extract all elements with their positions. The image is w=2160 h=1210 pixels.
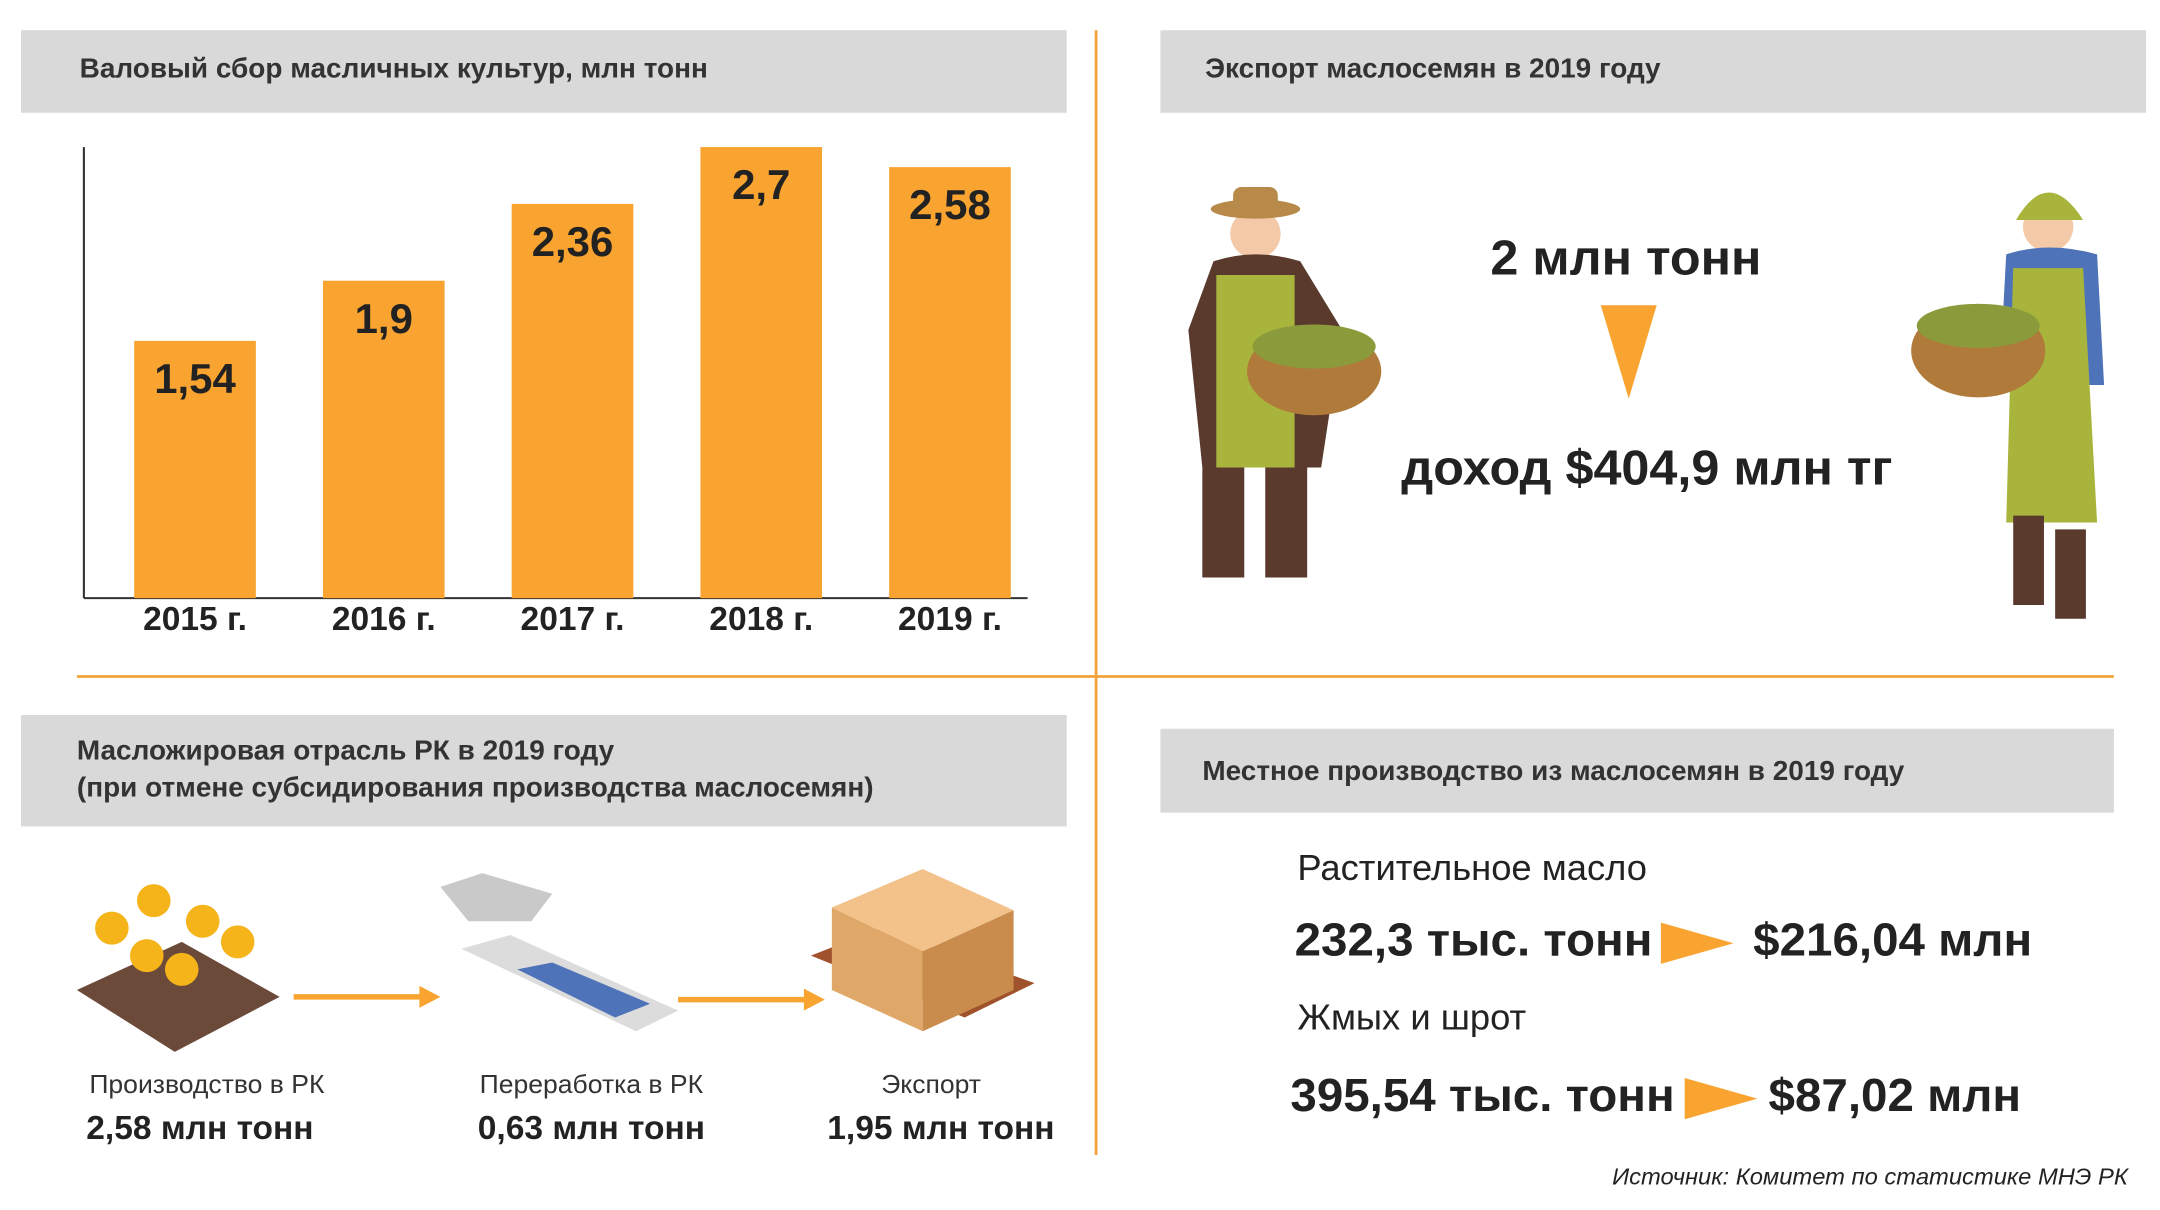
product-revenue: $87,02 млн	[1769, 1068, 2022, 1121]
x-tick-label: 2016 г.	[332, 601, 436, 638]
x-tick-label: 2015 г.	[143, 601, 247, 638]
processing-machine-icon	[440, 873, 679, 1032]
chart-title: Валовый сбор масличных культур, млн тонн	[80, 53, 708, 84]
arrow	[1600, 305, 1657, 399]
header-box	[20, 715, 1067, 827]
product-revenue: $216,04 млн	[1753, 913, 2032, 966]
step-label: Производство в РК	[89, 1069, 325, 1099]
export-income: доход $404,9 млн тг	[1401, 440, 1892, 496]
product-volume: 232,3 тыс. тонн	[1295, 913, 1653, 966]
farmer-illustration	[1188, 187, 1382, 578]
x-tick-label: 2017 г.	[521, 601, 625, 638]
header-box	[1160, 30, 2147, 113]
source: Источник: Комитет по статистике МНЭ РК	[1612, 1164, 2129, 1190]
arrow	[803, 988, 825, 1011]
data-label: 1,9	[355, 295, 413, 342]
x-tick-label: 2019 г.	[898, 601, 1002, 638]
step-value: 0,63 млн тонн	[478, 1110, 705, 1147]
step-value: 2,58 млн тонн	[86, 1110, 313, 1147]
bar	[322, 280, 445, 599]
data-label: 2,7	[732, 162, 790, 209]
bar	[700, 147, 823, 599]
arrow	[1660, 922, 1734, 964]
farmer-illustration	[1911, 192, 2105, 619]
arrow	[1684, 1078, 1758, 1120]
sunflower-field-icon	[76, 884, 280, 1052]
step-label: Экспорт	[881, 1069, 981, 1099]
bar	[134, 340, 256, 599]
box-icon	[810, 869, 1035, 1032]
export-volume: 2 млн тонн	[1490, 230, 1761, 286]
product-name: Растительное масло	[1297, 847, 1647, 888]
panel-title: Масложировая отрасль РК в 2019 году	[77, 735, 615, 766]
step-label: Переработка в РК	[480, 1069, 704, 1099]
header-box	[1160, 728, 2114, 813]
panel-title: Местное производство из маслосемян в 201…	[1202, 755, 1905, 786]
product-name: Жмых и шрот	[1297, 997, 1526, 1038]
bar	[511, 203, 634, 599]
step-value: 1,95 млн тонн	[827, 1110, 1054, 1147]
data-label: 2,36	[532, 218, 614, 265]
x-tick-label: 2018 г.	[709, 601, 813, 638]
data-label: 2,58	[909, 182, 991, 229]
panel-title: (при отмене субсидирования производства …	[77, 772, 874, 803]
header-box	[20, 30, 1067, 113]
panel-title: Экспорт маслосемян в 2019 году	[1205, 53, 1661, 84]
data-label: 1,54	[154, 355, 236, 402]
product-volume: 395,54 тыс. тонн	[1290, 1068, 1674, 1121]
bar	[889, 167, 1011, 599]
arrow	[419, 985, 441, 1008]
